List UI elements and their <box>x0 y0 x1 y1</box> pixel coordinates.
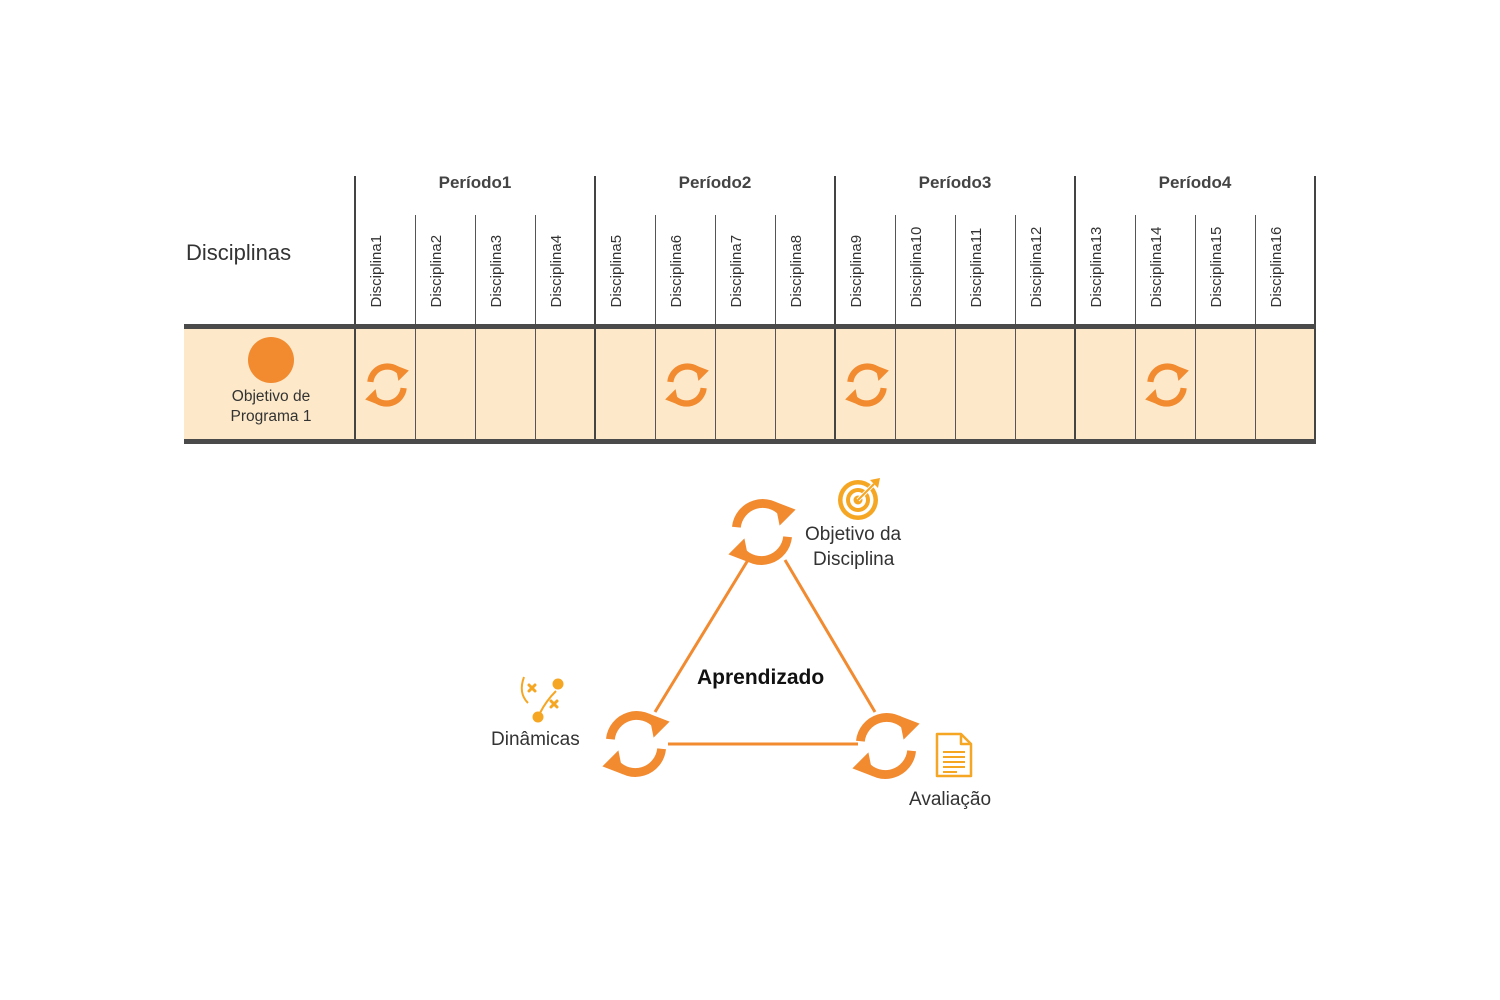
triangle-edge-left <box>653 559 750 713</box>
period-header: Período4 <box>1158 173 1232 192</box>
row-bottom-rule <box>184 439 1316 444</box>
row-cell-divider <box>535 329 536 439</box>
document-icon <box>935 732 973 778</box>
cycle-mark <box>841 359 893 416</box>
row-cell-divider <box>1195 329 1196 439</box>
period-divider <box>354 176 356 325</box>
period-divider <box>1314 176 1316 325</box>
period-divider <box>834 176 836 325</box>
row-cell-divider <box>354 329 356 439</box>
discipline-divider <box>475 215 476 325</box>
discipline-divider <box>715 215 716 325</box>
period-header: Período3 <box>918 173 992 192</box>
discipline-divider <box>415 215 416 325</box>
cycle-icon-left <box>596 704 676 789</box>
program-objective-row <box>184 328 1316 439</box>
cycle-icon <box>1145 363 1189 407</box>
table-header-label: Disciplinas <box>186 240 292 265</box>
row-cell-divider <box>715 329 716 439</box>
discipline-divider <box>1195 215 1196 325</box>
discipline-objective-label: Objetivo da Disciplina <box>805 522 901 572</box>
cycle-icon <box>852 713 920 779</box>
program-objective-dot <box>248 337 294 383</box>
discipline-objective-label-line1: Objetivo da <box>805 524 902 545</box>
row-cell-divider <box>834 329 836 439</box>
discipline-divider <box>955 215 956 325</box>
cycle-mark <box>1141 359 1193 416</box>
target-icon <box>838 478 880 520</box>
program-objective-label-line1: Objetivo de <box>231 388 311 405</box>
discipline-objective-label-line2: Disciplina <box>813 549 895 570</box>
cycle-icon <box>728 499 796 565</box>
evaluation-label: Avaliação <box>909 789 992 810</box>
cycle-icon <box>665 363 709 407</box>
row-cell-divider <box>655 329 656 439</box>
program-objective-label: Objetivo de Programa 1 <box>212 387 330 427</box>
row-top-rule <box>184 324 1316 329</box>
period-divider <box>1074 176 1076 325</box>
discipline-divider <box>1255 215 1256 325</box>
period-header: Período2 <box>678 173 752 192</box>
row-cell-divider <box>955 329 956 439</box>
cycle-icon <box>602 711 670 777</box>
row-cell-divider <box>895 329 896 439</box>
row-cell-divider <box>594 329 596 439</box>
row-cell-divider <box>415 329 416 439</box>
period-divider <box>594 176 596 325</box>
discipline-divider <box>1135 215 1136 325</box>
row-cell-divider <box>1074 329 1076 439</box>
cycle-icon <box>365 363 409 407</box>
discipline-divider <box>1015 215 1016 325</box>
row-cell-divider <box>1314 329 1316 439</box>
dynamics-label: Dinâmicas <box>491 729 580 750</box>
triangle-edge-right <box>783 559 877 713</box>
cycle-mark <box>661 359 713 416</box>
row-cell-divider <box>1255 329 1256 439</box>
strategy-icon <box>520 676 564 723</box>
cycle-icon <box>845 363 889 407</box>
discipline-divider <box>655 215 656 325</box>
cycle-mark <box>361 359 413 416</box>
period-header: Período1 <box>438 173 512 192</box>
program-objective-label-line2: Programa 1 <box>230 408 312 425</box>
discipline-divider <box>775 215 776 325</box>
row-cell-divider <box>475 329 476 439</box>
learning-label: Aprendizado <box>697 666 825 689</box>
row-cell-divider <box>1135 329 1136 439</box>
cycle-icon-right <box>846 706 926 791</box>
row-cell-divider <box>775 329 776 439</box>
cycle-icon-top <box>722 492 802 577</box>
discipline-divider <box>535 215 536 325</box>
discipline-divider <box>895 215 896 325</box>
row-cell-divider <box>1015 329 1016 439</box>
